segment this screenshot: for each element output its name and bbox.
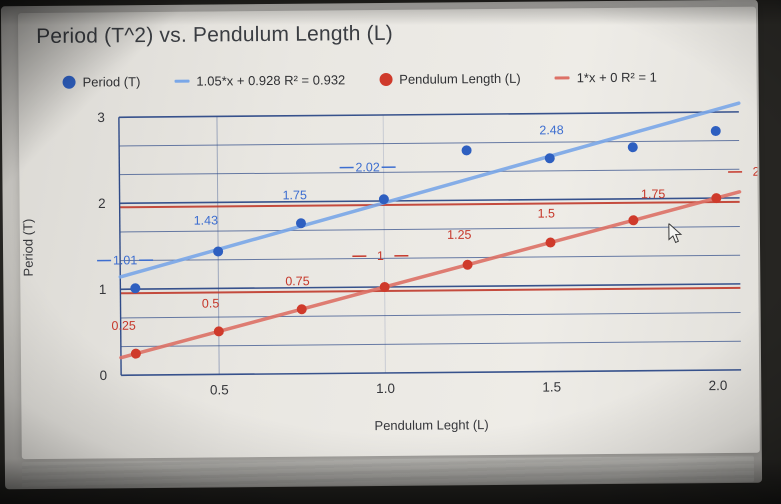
chart-card[interactable]: Period (T^2) vs. Pendulum Length (L) Per…	[17, 6, 760, 460]
chart-plot-area: 1.011.431.752.022.480.250.50.7511.251.51…	[97, 101, 760, 398]
svg-text:1.01: 1.01	[113, 253, 137, 267]
svg-text:2: 2	[98, 196, 106, 211]
svg-text:2.48: 2.48	[539, 123, 563, 137]
svg-text:0: 0	[100, 368, 108, 383]
svg-text:1.25: 1.25	[447, 228, 471, 242]
svg-text:0.5: 0.5	[202, 296, 220, 310]
svg-text:1.43: 1.43	[194, 213, 218, 227]
svg-text:3: 3	[97, 110, 105, 125]
svg-text:1: 1	[99, 282, 107, 297]
svg-text:0.75: 0.75	[285, 274, 309, 288]
svg-text:1.0: 1.0	[376, 381, 395, 396]
svg-text:1: 1	[377, 249, 384, 263]
svg-text:1.75: 1.75	[283, 188, 307, 202]
svg-text:0.5: 0.5	[210, 382, 229, 397]
svg-text:2: 2	[753, 165, 760, 179]
svg-text:1.5: 1.5	[542, 379, 561, 394]
svg-text:0.25: 0.25	[111, 319, 135, 333]
x-axis-title: Pendulum Leght (L)	[374, 417, 489, 434]
screen-lower-strip	[21, 455, 755, 489]
screen: Period (T^2) vs. Pendulum Length (L) Per…	[0, 0, 763, 490]
svg-text:1.5: 1.5	[537, 206, 555, 220]
svg-text:2.02: 2.02	[355, 160, 379, 174]
svg-text:1.75: 1.75	[641, 187, 665, 201]
mouse-cursor	[668, 223, 683, 244]
svg-text:2.0: 2.0	[709, 378, 728, 393]
